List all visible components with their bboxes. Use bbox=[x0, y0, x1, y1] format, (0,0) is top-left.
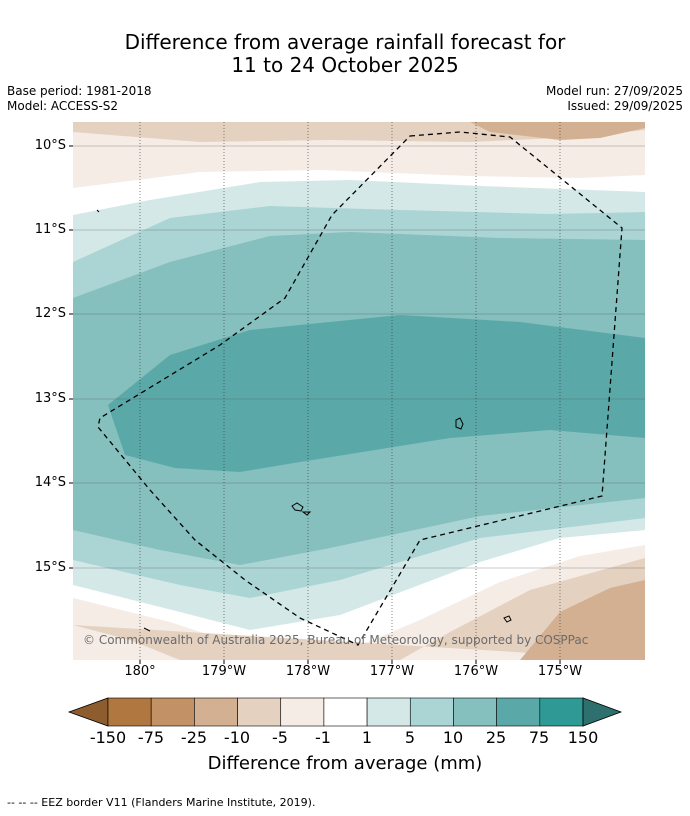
colorbar-extend-low bbox=[67, 697, 109, 727]
colorbar-cell bbox=[280, 697, 325, 727]
lat-label: 13°S bbox=[34, 391, 66, 406]
lon-label: 178°W bbox=[285, 664, 331, 679]
lon-label: 176°W bbox=[453, 664, 499, 679]
colorbar-cell bbox=[150, 697, 195, 727]
island-alofi bbox=[301, 511, 312, 516]
meta-left: Base period: 1981-2018 Model: ACCESS-S2 bbox=[7, 84, 152, 114]
colorbar-tick-label: 10 bbox=[442, 728, 464, 747]
lon-label: 180° bbox=[124, 664, 156, 679]
lat-label: 14°S bbox=[34, 475, 66, 490]
title-line-1: Difference from average rainfall forecas… bbox=[124, 30, 566, 54]
lon-label: 177°W bbox=[369, 664, 415, 679]
colorbar-cell bbox=[107, 697, 152, 727]
colorbar-cell bbox=[323, 697, 368, 727]
contour-band-75 bbox=[108, 315, 645, 472]
island-tick bbox=[96, 209, 100, 213]
island-futuna bbox=[291, 502, 304, 512]
island-small bbox=[503, 615, 512, 623]
colorbar-title: Difference from average (mm) bbox=[207, 753, 483, 774]
lat-label: 11°S bbox=[34, 222, 66, 237]
colorbar-tick-label: -75 bbox=[137, 728, 165, 747]
title-line-2: 11 to 24 October 2025 bbox=[231, 53, 459, 77]
meta-right: Model run: 27/09/2025 Issued: 29/09/2025 bbox=[546, 84, 683, 114]
copyright-text: © Commonwealth of Australia 2025, Bureau… bbox=[83, 633, 589, 647]
colorbar-cell bbox=[366, 697, 411, 727]
base-period-text: Base period: 1981-2018 bbox=[7, 84, 152, 98]
colorbar-tick-label: 150 bbox=[567, 728, 599, 747]
colorbar-tick-label: -5 bbox=[272, 728, 288, 747]
model-run-text: Model run: 27/09/2025 bbox=[545, 84, 683, 98]
colorbar-tick-label: -25 bbox=[180, 728, 208, 747]
contour-band-lower-neg5 bbox=[73, 558, 645, 660]
eez-footnote: -- -- -- EEZ border V11 (Flanders Marine… bbox=[7, 796, 316, 809]
colorbar-tick-label: -10 bbox=[223, 728, 251, 747]
model-text: Model: ACCESS-S2 bbox=[7, 99, 119, 113]
chart-title: Difference from average rainfall forecas… bbox=[0, 31, 690, 77]
colorbar-cell bbox=[539, 697, 584, 727]
colorbar-cell bbox=[237, 697, 282, 727]
rainfall-map bbox=[69, 122, 645, 664]
lon-label: 175°W bbox=[537, 664, 583, 679]
colorbar-cell bbox=[496, 697, 541, 727]
contour-band-top-dark2 bbox=[470, 122, 645, 140]
colorbar-extend-high bbox=[582, 697, 623, 727]
colorbar-tick-label: 5 bbox=[404, 728, 416, 747]
lat-label: 10°S bbox=[34, 138, 66, 153]
colorbar-cell bbox=[409, 697, 454, 727]
contour-layers bbox=[73, 122, 645, 660]
colorbar-tick-label: -1 bbox=[315, 728, 331, 747]
lat-label: 15°S bbox=[34, 560, 66, 575]
colorbar-cell bbox=[194, 697, 238, 727]
colorbar-cell bbox=[453, 697, 497, 727]
island-wallis bbox=[455, 417, 464, 430]
colorbar-tick-label: 1 bbox=[361, 728, 373, 747]
lon-label: 179°W bbox=[201, 664, 247, 679]
contour-band-lower-neg10 bbox=[520, 580, 645, 660]
colorbar-tick-label: -150 bbox=[89, 728, 127, 747]
colorbar-tick-label: 25 bbox=[485, 728, 507, 747]
island-tick bbox=[143, 627, 151, 632]
colorbar-cells bbox=[67, 697, 623, 727]
issued-text: Issued: 29/09/2025 bbox=[567, 99, 683, 113]
colorbar-tick-label: 75 bbox=[528, 728, 550, 747]
eez-border bbox=[97, 131, 623, 646]
lat-label: 12°S bbox=[34, 306, 66, 321]
lat-gridlines bbox=[73, 145, 645, 569]
axis-ticks bbox=[69, 145, 561, 664]
